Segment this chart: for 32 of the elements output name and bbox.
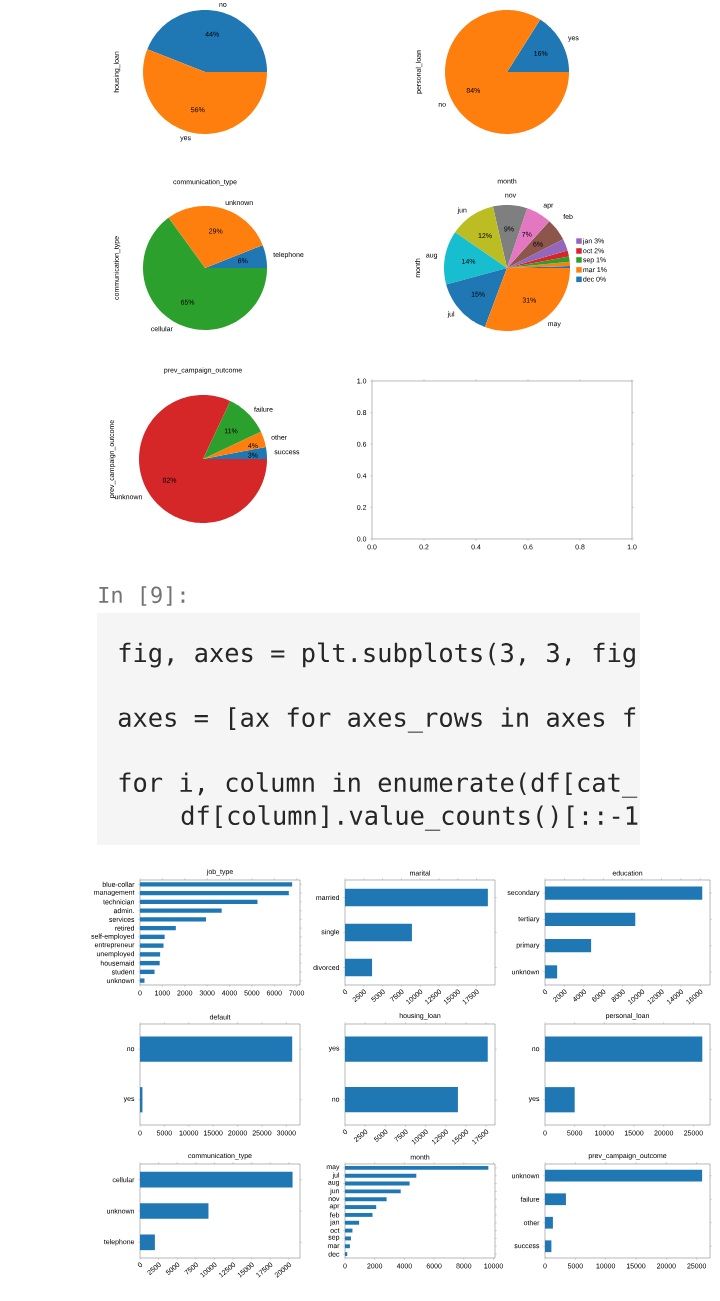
- bar: [345, 1173, 417, 1178]
- bar: [140, 978, 145, 983]
- bar: [545, 1193, 566, 1206]
- bar: [140, 908, 222, 913]
- bar: [140, 925, 176, 931]
- bar: [545, 1216, 553, 1229]
- bar: [345, 1197, 387, 1202]
- bar: [140, 917, 207, 922]
- bar: [345, 1181, 410, 1186]
- bar: [345, 1189, 401, 1194]
- bar: [140, 934, 165, 940]
- bar: [345, 1165, 489, 1170]
- bar: [345, 1228, 353, 1233]
- bar: [140, 960, 160, 966]
- text: for i, column in enumerate(df[cat_: [119, 772, 638, 798]
- bar: [140, 943, 164, 948]
- bar: [345, 1236, 351, 1241]
- bar: [140, 899, 258, 905]
- bar: [345, 1220, 360, 1225]
- text: axes = [ax for axes_rows in axes f: [118, 707, 636, 733]
- bar: [140, 882, 293, 887]
- bar: [545, 1240, 552, 1253]
- text: fig, axes = plt.subplots(3, 3, fig: [119, 642, 635, 668]
- bar: [140, 969, 155, 975]
- bar: [545, 1169, 703, 1182]
- bar: [140, 890, 289, 896]
- bar: [345, 1212, 373, 1217]
- bar: [345, 1205, 377, 1210]
- bar: [345, 1244, 350, 1249]
- text: In [9]:: [99, 586, 185, 606]
- bar: [140, 952, 161, 957]
- text: df[column].value_counts()[::-1: [181, 805, 638, 831]
